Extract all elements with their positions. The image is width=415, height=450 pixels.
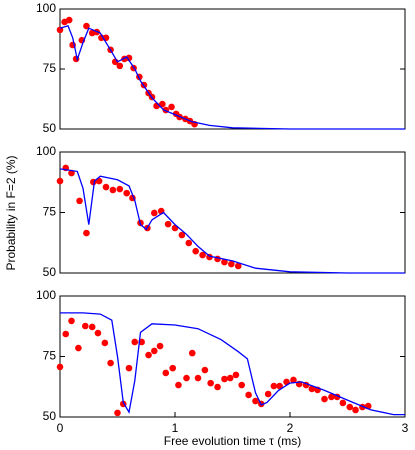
data-point [226, 374, 234, 382]
data-point [175, 381, 182, 389]
data-point [290, 376, 297, 384]
data-point [62, 330, 70, 338]
data-point [164, 220, 172, 228]
data-point [171, 224, 179, 232]
data-point [83, 229, 90, 237]
data-point [151, 347, 158, 355]
data-point [82, 322, 89, 330]
data-point [221, 258, 228, 266]
data-point [101, 339, 109, 347]
data-point [145, 351, 152, 359]
data-point [308, 385, 316, 393]
data-point [238, 381, 245, 389]
data-point [264, 390, 272, 398]
y-tick-label: 50 [43, 409, 57, 423]
data-point [168, 103, 175, 111]
x-tick-label: 2 [287, 421, 294, 435]
x-axis-label: Free evolution time τ (ms) [164, 434, 301, 448]
data-point [156, 342, 164, 350]
data-point [162, 369, 170, 377]
data-point [102, 183, 110, 191]
data-point [151, 209, 158, 217]
data-point [153, 102, 160, 110]
data-point [214, 383, 221, 391]
data-point [98, 34, 105, 42]
data-point [159, 100, 166, 108]
x-tick-label: 3 [402, 421, 409, 435]
data-point [123, 189, 130, 197]
plot-frame [59, 295, 406, 418]
y-tick-label: 50 [43, 265, 57, 279]
data-point [346, 403, 354, 411]
data-point [56, 177, 64, 185]
data-point [125, 54, 133, 62]
data-point [114, 409, 121, 417]
data-point [116, 185, 124, 193]
data-point [194, 374, 202, 382]
data-point [76, 197, 83, 205]
data-point [68, 317, 75, 325]
data-point [321, 395, 328, 403]
data-point [207, 379, 214, 387]
data-point [201, 366, 209, 374]
plot-frame [59, 8, 406, 130]
y-tick-label: 100 [36, 1, 56, 15]
data-point [109, 186, 117, 194]
data-point [185, 239, 193, 247]
data-point [199, 251, 206, 259]
data-point [245, 391, 252, 399]
data-point [116, 62, 124, 70]
data-point [234, 262, 242, 270]
y-tick-label: 50 [43, 121, 57, 135]
y-tick-label: 100 [36, 144, 56, 158]
data-point [188, 349, 196, 357]
data-point [169, 364, 176, 372]
y-axis-label: Probability in F=2 (%) [4, 155, 18, 270]
plot-frame [59, 151, 406, 274]
data-point [88, 323, 96, 331]
data-point [270, 382, 278, 390]
data-point [232, 371, 240, 379]
data-point [75, 344, 82, 352]
data-point [328, 393, 335, 401]
data-point [339, 399, 347, 407]
x-tick-label: 0 [57, 421, 64, 435]
data-point [94, 329, 102, 337]
data-point [183, 374, 190, 382]
fit-line [59, 168, 405, 274]
data-point [131, 338, 139, 346]
data-point [192, 247, 199, 255]
fit-line [59, 25, 405, 130]
data-point [221, 375, 228, 383]
data-point [228, 260, 235, 268]
x-tick-label: 1 [172, 421, 179, 435]
data-point [352, 406, 359, 414]
y-tick-label: 75 [43, 61, 57, 75]
data-point [56, 363, 64, 371]
data-point [125, 364, 133, 372]
data-point [65, 16, 73, 24]
y-tick-label: 100 [36, 288, 56, 302]
data-point [252, 397, 259, 405]
y-tick-label: 75 [43, 349, 57, 363]
data-point [107, 359, 114, 367]
data-point [83, 22, 90, 30]
y-tick-label: 75 [43, 205, 57, 219]
data-point [276, 382, 283, 390]
data-point [178, 231, 186, 239]
fit-line [60, 312, 405, 416]
